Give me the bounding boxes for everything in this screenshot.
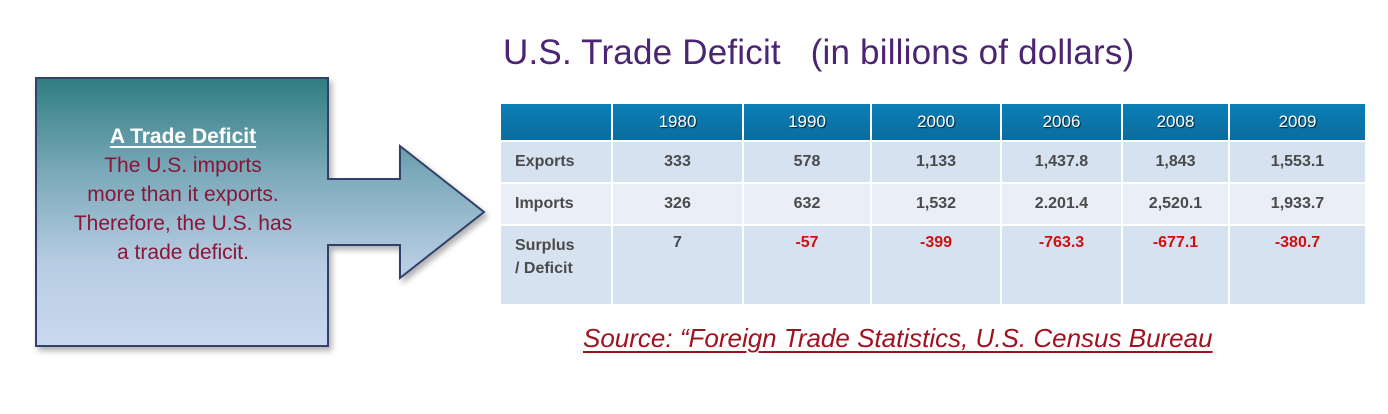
column-header: 2009 [1229, 104, 1365, 141]
column-header: 2000 [871, 104, 1002, 141]
callout-arrow [35, 77, 486, 347]
column-header: 2008 [1122, 104, 1230, 141]
table-cell: -380.7 [1229, 224, 1365, 304]
table-cell: -399 [871, 224, 1002, 304]
table-cell: 2,520.1 [1122, 182, 1230, 225]
column-header [501, 104, 613, 141]
table-cell: 632 [743, 182, 872, 225]
callout-arrow-shape [35, 77, 486, 347]
table-cell: 2.201.4 [1001, 182, 1123, 225]
table-cell: 1,553.1 [1229, 140, 1365, 183]
column-header: 2006 [1001, 104, 1123, 141]
table-cell: 1,843 [1122, 140, 1230, 183]
table-cell: 326 [612, 182, 744, 225]
row-label: Exports [501, 140, 613, 183]
column-header: 1990 [743, 104, 872, 141]
table-cell: 1,133 [871, 140, 1002, 183]
callout-line: a trade deficit. [117, 241, 249, 264]
table-cell: -677.1 [1122, 224, 1230, 304]
callout-line: more than it exports. [87, 183, 279, 206]
table-cell: 333 [612, 140, 744, 183]
callout-line: The U.S. imports [104, 154, 262, 177]
chart-title: U.S. Trade Deficit (in billions of dolla… [503, 33, 1135, 72]
table-row: Exports 333 578 1,133 1,437.8 1,843 1,55… [501, 140, 1365, 183]
row-label: Imports [501, 182, 613, 225]
table-header-row: 1980 1990 2000 2006 2008 2009 [501, 104, 1365, 141]
row-label: Surplus / Deficit [501, 224, 613, 304]
table-cell: 578 [743, 140, 872, 183]
row-label-line: Surplus [515, 237, 575, 254]
table-row: Surplus / Deficit 7 -57 -399 -763.3 -677… [501, 224, 1365, 304]
table-cell: 7 [612, 224, 744, 304]
callout-line: Therefore, the U.S. has [73, 212, 293, 235]
table-cell: -57 [743, 224, 872, 304]
table-row: Imports 326 632 1,532 2.201.4 2,520.1 1,… [501, 182, 1365, 225]
trade-deficit-table: 1980 1990 2000 2006 2008 2009 Exports 33… [501, 104, 1365, 304]
row-label-line: / Deficit [515, 260, 573, 277]
column-header: 1980 [612, 104, 744, 141]
table-cell: 1,933.7 [1229, 182, 1365, 225]
source-link[interactable]: Source: “Foreign Trade Statistics, U.S. … [583, 323, 1213, 353]
callout-text: A Trade Deficit The U.S. imports more th… [38, 122, 328, 267]
callout-heading: A Trade Deficit [109, 125, 257, 148]
table-cell: 1,532 [871, 182, 1002, 225]
table-cell: 1,437.8 [1001, 140, 1123, 183]
table-cell: -763.3 [1001, 224, 1123, 304]
